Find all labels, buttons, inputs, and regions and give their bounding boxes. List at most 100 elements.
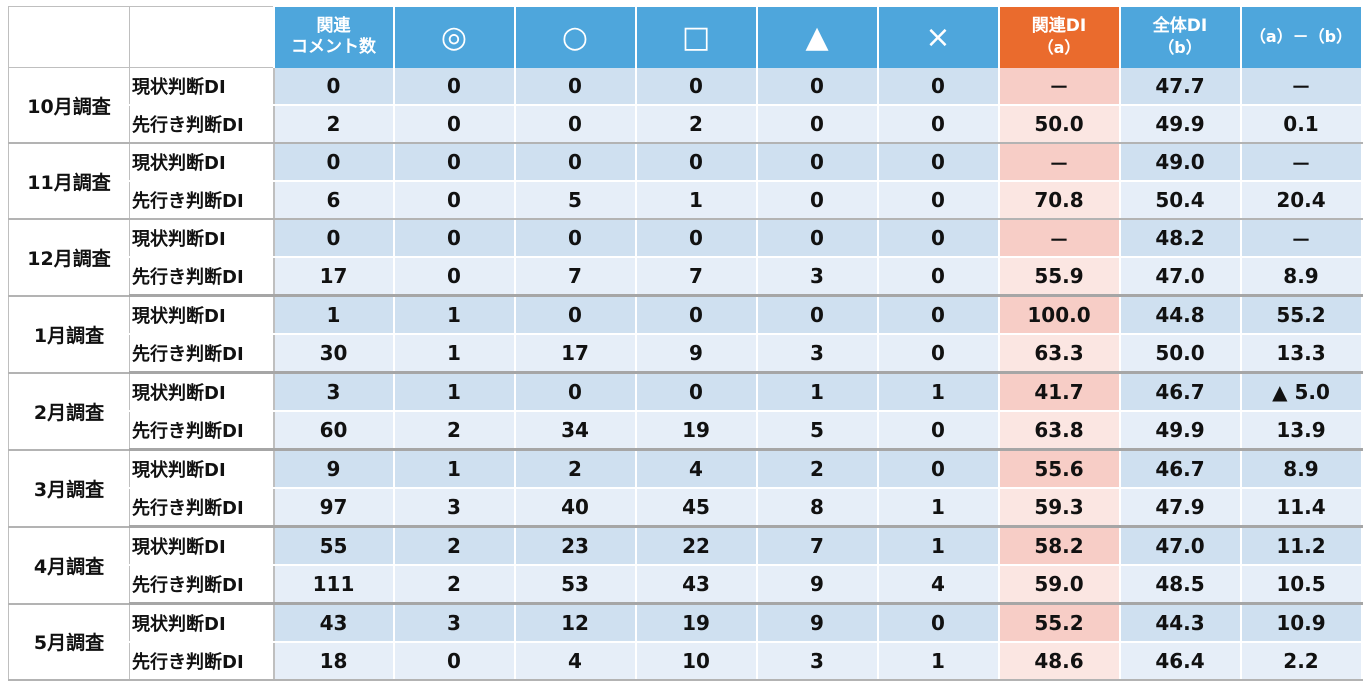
table-cell: 9	[272, 449, 395, 489]
table-cell: －	[997, 143, 1121, 182]
table-cell: 0	[876, 411, 1000, 451]
table-cell: 7	[755, 526, 879, 566]
table-cell: 3	[392, 488, 516, 528]
table-cell: 49.0	[1118, 143, 1242, 182]
table-cell: 7	[513, 257, 637, 297]
current-di-label: 現状判断DI	[129, 67, 275, 106]
forward-di-label: 先行き判断DI	[129, 257, 275, 297]
table-row: 先行き判断DI 2 0 0 2 0 0 50.0 49.9 0.1	[9, 105, 1363, 144]
table-row: 先行き判断DI 30 1 17 9 3 0 63.3 50.0 13.3	[9, 334, 1363, 374]
table-cell: 97	[272, 488, 395, 528]
table-cell: 58.2	[997, 526, 1121, 566]
table-cell: 0	[755, 143, 879, 182]
current-di-label: 現状判断DI	[129, 526, 275, 566]
table-cell: 2	[392, 565, 516, 605]
month-label: 2月調査	[8, 372, 130, 451]
table-cell: 0	[755, 295, 879, 335]
table-cell: 0	[755, 105, 879, 144]
current-di-label: 現状判断DI	[129, 295, 275, 335]
table-row: 4月調査 現状判断DI 55 2 23 22 7 1 58.2 47.0 11.2	[8, 526, 1363, 605]
table-cell: 19	[634, 603, 758, 643]
table-row: 先行き判断DI 111 2 53 43 9 4 59.0 48.5 10.5	[9, 565, 1363, 605]
table-cell: 48.6	[997, 642, 1121, 681]
table-cell: 60	[272, 411, 395, 451]
table-cell: 0	[513, 219, 637, 258]
table-row: 先行き判断DI 60 2 34 19 5 0 63.8 49.9 13.9	[9, 411, 1363, 451]
month-label: 1月調査	[8, 295, 130, 374]
table-cell: 0	[392, 143, 516, 182]
table-cell: 53	[513, 565, 637, 605]
table-cell: 63.3	[997, 334, 1121, 374]
table-cell: －	[1239, 219, 1363, 258]
table-cell: 13.9	[1239, 411, 1363, 451]
table-cell: 49.9	[1118, 411, 1242, 451]
table-cell: 1	[392, 295, 516, 335]
table-cell: 11.4	[1239, 488, 1363, 528]
table-cell: 2	[755, 449, 879, 489]
header-row: 関連 コメント数 ◎ ○ □ ▲ × 関連DI （a） 全体DI （b） （a）－（b…	[8, 6, 1363, 68]
table-cell: 1	[876, 526, 1000, 566]
table-cell: 0	[876, 603, 1000, 643]
table-cell: 2	[392, 411, 516, 451]
table-cell: 0	[513, 295, 637, 335]
table-cell: 1	[876, 642, 1000, 681]
table-cell: 2	[634, 105, 758, 144]
table-cell: 17	[513, 334, 637, 374]
table-cell: 46.4	[1118, 642, 1242, 681]
table-cell: －	[1239, 143, 1363, 182]
table-cell: 0	[876, 219, 1000, 258]
table-cell: 47.0	[1118, 526, 1242, 566]
forward-di-label: 先行き判断DI	[129, 565, 275, 605]
table-cell: 23	[513, 526, 637, 566]
table-cell: 47.0	[1118, 257, 1242, 297]
table-cell: 0	[876, 143, 1000, 182]
table-cell: 0	[876, 181, 1000, 220]
table-cell: 55.2	[997, 603, 1121, 643]
table-cell: 0	[634, 67, 758, 106]
table-cell: 40	[513, 488, 637, 528]
header-cross-icon: ×	[876, 6, 1000, 68]
table-cell: 0	[876, 67, 1000, 106]
table-cell: 46.7	[1118, 372, 1242, 412]
table-cell: 44.8	[1118, 295, 1242, 335]
table-body: 10月調査 現状判断DI 0 0 0 0 0 0 － 47.7 －先行き判断DI 2 0 0 2 0 0 50.0…	[8, 67, 1363, 681]
table-cell: 50.0	[997, 105, 1121, 144]
table-cell: 0	[392, 105, 516, 144]
table-cell: 50.0	[1118, 334, 1242, 374]
table-cell: 49.9	[1118, 105, 1242, 144]
di-comment-table: 関連 コメント数 ◎ ○ □ ▲ × 関連DI （a） 全体DI （b） （a）－（b…	[8, 6, 1363, 681]
table-cell: 3	[755, 334, 879, 374]
table-cell: 59.0	[997, 565, 1121, 605]
table-cell: 3	[272, 372, 395, 412]
table-cell: 41.7	[997, 372, 1121, 412]
table-cell: 0.1	[1239, 105, 1363, 144]
header-square-icon: □	[634, 6, 758, 68]
table-cell: 4	[513, 642, 637, 681]
table-cell: 5	[755, 411, 879, 451]
table-cell: 0	[634, 295, 758, 335]
table-cell: 55.9	[997, 257, 1121, 297]
table-cell: 0	[513, 372, 637, 412]
table-cell: 3	[755, 257, 879, 297]
di-table-container: 関連 コメント数 ◎ ○ □ ▲ × 関連DI （a） 全体DI （b） （a）－（b…	[8, 6, 1363, 681]
table-cell: 3	[392, 603, 516, 643]
table-cell: 1	[392, 449, 516, 489]
table-cell: 0	[272, 67, 395, 106]
table-cell: 0	[634, 143, 758, 182]
table-cell: 34	[513, 411, 637, 451]
table-cell: 9	[755, 603, 879, 643]
table-cell: 45	[634, 488, 758, 528]
table-cell: 11.2	[1239, 526, 1363, 566]
table-row: 2月調査 現状判断DI 3 1 0 0 1 1 41.7 46.7 ▲ 5.0	[8, 372, 1363, 451]
header-blank-month	[8, 6, 130, 68]
table-cell: 0	[392, 67, 516, 106]
table-row: 先行き判断DI 17 0 7 7 3 0 55.9 47.0 8.9	[9, 257, 1363, 297]
table-cell: 1	[392, 334, 516, 374]
table-cell: 55.6	[997, 449, 1121, 489]
table-cell: 50.4	[1118, 181, 1242, 220]
table-cell: 18	[272, 642, 395, 681]
table-cell: 47.9	[1118, 488, 1242, 528]
current-di-label: 現状判断DI	[129, 219, 275, 258]
table-row: 先行き判断DI 6 0 5 1 0 0 70.8 50.4 20.4	[9, 181, 1363, 220]
forward-di-label: 先行き判断DI	[129, 642, 275, 681]
